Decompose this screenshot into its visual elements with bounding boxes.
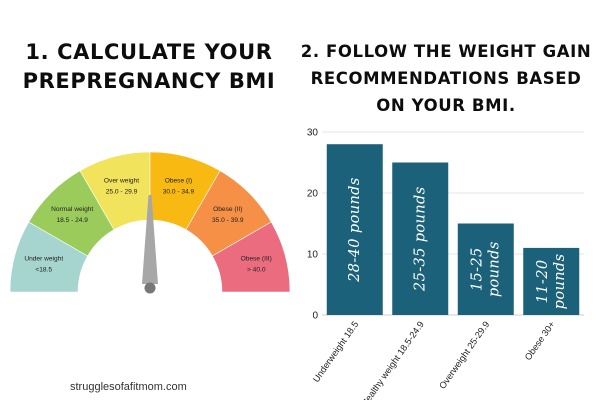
bar-data-label: 28-40 pounds xyxy=(347,177,363,283)
gauge-label-normal-weight: Normal weight xyxy=(51,206,93,213)
gauge-label-obese-i: Obese (I) xyxy=(165,178,192,185)
heading-step-1-line-1: 1. CALCULATE YOUR xyxy=(25,40,273,64)
y-tick-label: 30 xyxy=(307,128,319,139)
gauge-label-obese-iii: Obese (III) xyxy=(241,256,272,263)
gauge-needle-hub xyxy=(144,282,156,294)
bar-data-label: pounds xyxy=(552,254,568,310)
heading-step-1-line-2: PREPREGNANCY BMI xyxy=(22,69,276,93)
heading-step-2-line-2: RECOMMENDATIONS BASED xyxy=(310,69,582,88)
gauge-segment-obese-iii xyxy=(211,221,291,293)
gauge-range-normal-weight: 18.5 - 24.9 xyxy=(56,217,88,224)
bar-data-label: 15-25 xyxy=(469,247,485,291)
gauge-range-obese-i: 30.0 - 34.9 xyxy=(163,189,195,196)
bar xyxy=(457,223,514,315)
watermark: strugglesofafitmom.com xyxy=(70,381,187,393)
bar-data-label: pounds xyxy=(486,241,502,297)
bmi-gauge: Under weight <18.5 Normal weight 18.5 - 24.… xyxy=(9,151,291,294)
heading-step-2-line-3: ON YOUR BMI. xyxy=(376,96,516,115)
y-tick-label: 10 xyxy=(307,250,319,261)
y-tick-label: 20 xyxy=(307,189,319,200)
bar xyxy=(392,162,449,315)
bar-data-label: 25-35 pounds xyxy=(412,186,428,292)
bar xyxy=(326,144,383,315)
category-label: Obese 30+ xyxy=(523,319,557,362)
gauge-label-over-weight: Over weight xyxy=(104,178,139,185)
bar-data-label: 11-20 xyxy=(535,260,551,304)
gauge-label-obese-ii: Obese (II) xyxy=(213,206,242,213)
weight-gain-bar-chart: 0 10 20 30 28-40 pounds Underweight 18.5 25-35… xyxy=(307,128,584,400)
category-label: Underweight 18.5 xyxy=(311,319,360,384)
gauge-range-obese-iii: > 40.0 xyxy=(247,267,266,274)
gauge-range-obese-ii: 35.0 - 39.9 xyxy=(212,217,244,224)
y-tick-label: 0 xyxy=(312,311,318,322)
bar xyxy=(523,247,580,315)
heading-step-1: 1. CALCULATE YOUR PREPREGNANCY BMI xyxy=(18,38,280,96)
heading-step-2: 2. FOLLOW THE WEIGHT GAIN RECOMMENDATION… xyxy=(300,38,592,119)
heading-step-2-line-1: 2. FOLLOW THE WEIGHT GAIN xyxy=(300,42,592,61)
category-label: Overweight 25-29.9 xyxy=(437,319,491,390)
gauge-label-under-weight: Under weight xyxy=(24,256,63,263)
gauge-range-over-weight: 25.0 - 29.9 xyxy=(106,189,138,196)
gauge-needle xyxy=(142,195,158,284)
category-label: Healthy weight 18.5-24.9 xyxy=(359,319,425,400)
gauge-range-under-weight: <18.5 xyxy=(35,267,52,274)
